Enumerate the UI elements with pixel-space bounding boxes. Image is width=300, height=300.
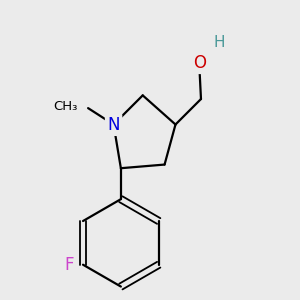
Text: O: O — [193, 54, 206, 72]
Text: F: F — [64, 256, 74, 274]
Text: CH₃: CH₃ — [53, 100, 77, 113]
Text: N: N — [107, 116, 120, 134]
Text: H: H — [213, 35, 225, 50]
